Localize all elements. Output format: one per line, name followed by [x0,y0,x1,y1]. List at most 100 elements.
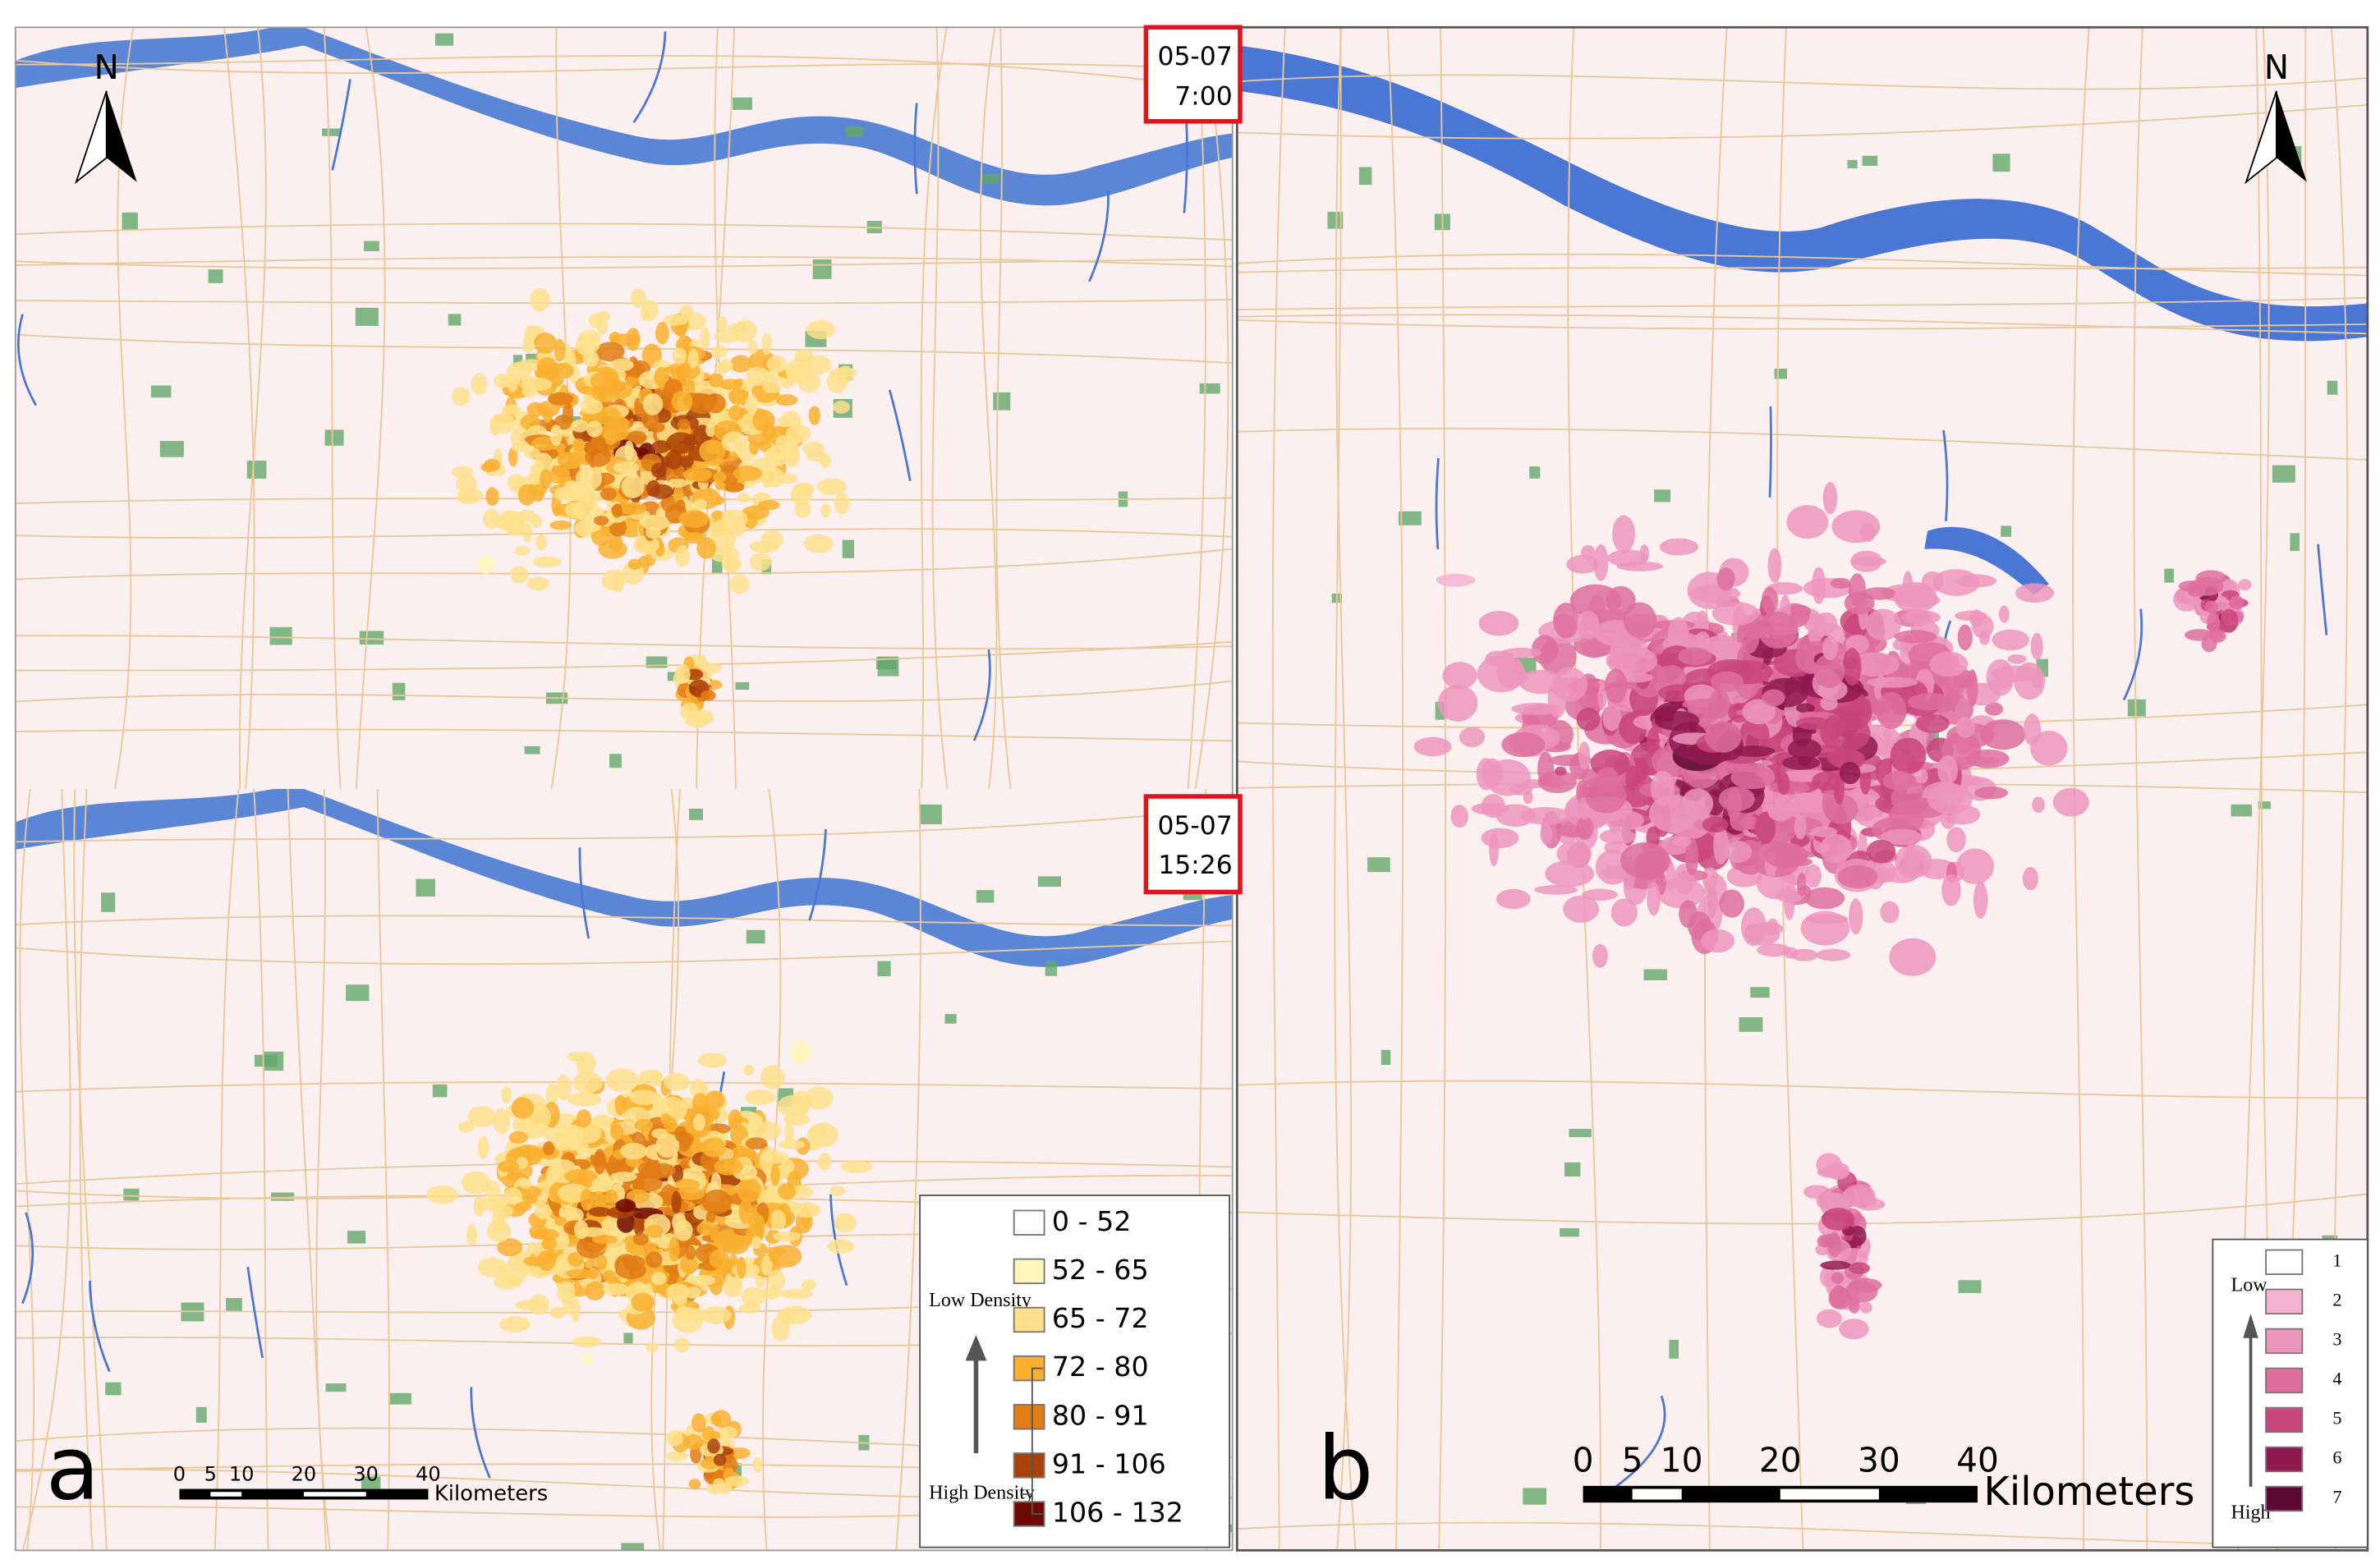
scale-tick-label: 40 [416,1463,441,1486]
legend-swatch [1013,1501,1045,1527]
stream [1615,1395,1666,1488]
green-patch [944,1014,957,1024]
density-spot [1754,811,1776,844]
scale-tick-label: 40 [1956,1440,1999,1479]
panel-label: b [1317,1418,1373,1520]
density-spot [768,1269,785,1291]
road [73,788,108,1551]
green-patch [1199,383,1220,394]
density-spot [1471,802,1509,815]
road [1334,27,1357,1551]
density-spot [677,419,691,429]
density-spot [691,1413,706,1433]
density-spot [637,1162,656,1176]
scale-tick-label: 20 [1759,1440,1802,1479]
density-spot [511,1097,535,1119]
density-spot [820,452,831,469]
density-spot [1849,652,1900,677]
density-spot [541,1237,558,1250]
density-spot [763,447,781,469]
legend-label: 0 - 52 [1052,1205,1132,1237]
density-spot [1685,837,1699,876]
road [15,222,1233,241]
density-spot [507,361,531,381]
density-spot [528,1294,550,1315]
density-spot [611,503,623,518]
density-spot [1848,573,1866,607]
green-patch [733,97,752,110]
density-spot [646,1342,658,1353]
road [15,59,1233,74]
density-spot [1957,624,1973,651]
density-spot [580,398,604,415]
density-spot [547,392,574,406]
density-spot [1804,887,1845,910]
density-spot [1979,631,1990,645]
green-patch [812,259,832,279]
density-spot [2030,730,2068,766]
road [1271,27,1286,1551]
density-spot [709,1430,721,1442]
density-spot [1678,647,1712,666]
density-spot [1767,800,1794,822]
green-patch [123,1188,140,1201]
density-spot [840,1160,873,1173]
stream [470,1387,491,1479]
stream [2122,608,2143,701]
density-spot [517,484,536,506]
scale-tick-label: 20 [292,1463,317,1486]
density-spot [775,394,798,406]
density-spot [1907,693,1954,711]
density-spot [1704,721,1742,753]
density-spot [689,1079,707,1098]
density-spot [549,424,563,447]
legend-swatch [2265,1406,2304,1433]
density-spot [732,1262,760,1278]
density-spot [535,534,548,550]
density-spot [586,420,603,438]
time: 7:00 [1174,81,1233,111]
density-spot [1859,1301,1872,1314]
density-spot [760,530,783,549]
density-spot [1892,664,1918,681]
density-spot [512,1115,534,1135]
density-spot [492,1204,513,1220]
legend-swatch [2265,1288,2304,1315]
green-patch [150,385,172,398]
density-spot [1602,704,1621,732]
green-patch [1560,1228,1579,1237]
density-spot [705,423,716,437]
green-patch [609,754,622,768]
river [15,27,1233,206]
density-spot [642,393,664,415]
density-spot [1740,907,1767,947]
legend-label: 3 [2332,1328,2341,1349]
stream [1183,122,1188,213]
stream [1088,190,1110,282]
density-spot [1811,566,1826,604]
density-spot [602,1269,617,1282]
road [1335,27,1352,1551]
green-patch [246,460,267,479]
density-spot [772,1231,802,1242]
river [1237,45,2368,342]
stream [1942,429,1949,521]
density-spot [1578,741,1591,770]
density-spot [621,475,645,498]
density-spot [674,1178,701,1190]
green-patch [746,929,765,944]
density-spot [1610,898,1638,927]
green-patch [388,1392,411,1405]
density-spot [562,1294,575,1314]
density-spot [1821,1208,1854,1231]
road [323,27,342,789]
density-spot [1890,737,1927,774]
density-spot [582,351,600,367]
density-spot [760,1065,785,1089]
green-patch [1523,1488,1546,1505]
legend-swatch [2265,1249,2304,1276]
density-spot [1860,522,1876,542]
density-spot [1998,605,2010,623]
density-spot [654,367,669,388]
density-spot [724,510,734,527]
